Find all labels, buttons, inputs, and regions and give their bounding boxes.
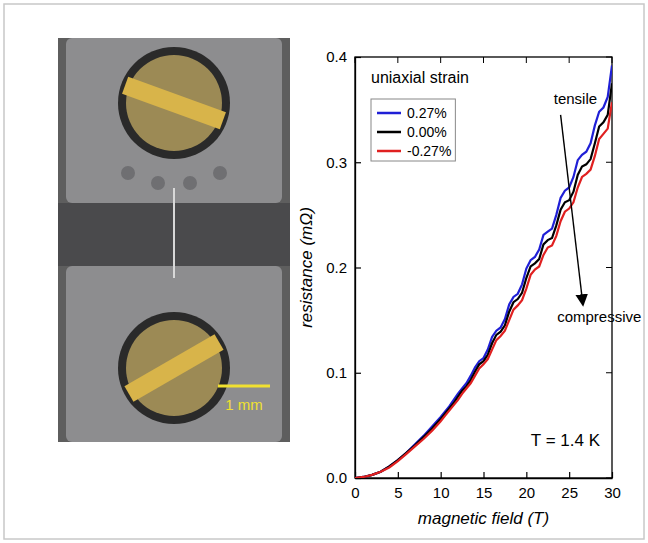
tick-mark — [526, 472, 527, 478]
tick-mark — [398, 472, 399, 478]
legend-swatch — [377, 112, 401, 115]
legend: 0.27% 0.00% -0.27% — [371, 99, 455, 161]
tick: 0.1 — [326, 364, 361, 381]
screw-slot — [124, 334, 223, 402]
hole — [151, 176, 165, 190]
tick-mark-right — [606, 57, 612, 58]
legend-box — [371, 99, 455, 161]
clamp-lower — [66, 266, 282, 442]
hole — [121, 166, 135, 180]
tick-mark — [569, 472, 570, 478]
legend-label: 0.27% — [407, 105, 447, 121]
annotation: compressive — [557, 308, 641, 325]
y-axis: 0.0 0.1 0.2 0.3 0.4 — [326, 48, 361, 486]
plot-area — [355, 65, 612, 478]
tick-label: 0.3 — [326, 154, 347, 171]
figure: 1 mm 0 5 10 15 20 25 30 0.0 0.1 0.2 0.3 0.4 magnetic … — [0, 0, 648, 543]
tick: 0.3 — [326, 154, 361, 171]
tick-label: 0.1 — [326, 364, 347, 381]
tick-label: 0.4 — [326, 48, 347, 65]
photo: 1 mm — [58, 38, 290, 442]
hole — [213, 166, 227, 180]
annotation: tensile — [554, 90, 597, 107]
tick: 20 — [518, 472, 535, 501]
tick-mark — [483, 472, 484, 478]
tick-label: 5 — [394, 484, 402, 501]
legend-swatch — [377, 131, 401, 134]
figure-frame — [4, 4, 644, 539]
tick-label: 10 — [433, 484, 450, 501]
legend-label: -0.27% — [407, 143, 451, 159]
tick-mark-right — [606, 372, 612, 373]
tick-mark-top — [440, 57, 441, 63]
tick-mark-top — [483, 57, 484, 63]
tick-mark — [355, 267, 361, 268]
tick-mark-top — [569, 57, 570, 63]
y-axis-title: resistance (mΩ) — [297, 207, 316, 328]
series-line — [355, 65, 612, 478]
tick-mark — [441, 472, 442, 478]
x-axis-title: magnetic field (T) — [418, 509, 549, 528]
tick-label: 25 — [561, 484, 578, 501]
tick: 25 — [561, 472, 578, 501]
tick-mark-right — [606, 162, 612, 163]
tick: 5 — [394, 472, 402, 501]
series-line — [355, 83, 612, 478]
clamp-upper — [66, 38, 282, 203]
chart-title: uniaxial strain — [371, 69, 469, 86]
legend-label: 0.00% — [407, 124, 447, 140]
x-axis: 0 5 10 15 20 25 30 — [351, 472, 621, 501]
hole — [183, 176, 197, 190]
annotation-arrow — [561, 115, 583, 304]
tick-mark — [355, 162, 361, 163]
tick-mark — [355, 373, 361, 374]
tick-label: 15 — [476, 484, 493, 501]
tick-mark-top — [397, 57, 398, 63]
tick-label: 20 — [518, 484, 535, 501]
screw-ring — [118, 312, 230, 424]
tick-mark-top — [526, 57, 527, 63]
tick-label: 0 — [351, 484, 359, 501]
screw-ring — [118, 47, 230, 159]
tick-label: 0.2 — [326, 259, 347, 276]
tick: 10 — [433, 472, 450, 501]
screw-slot — [122, 77, 226, 129]
tick: 0.2 — [326, 259, 361, 276]
tick-mark-right — [606, 478, 612, 479]
scale-bar — [218, 385, 270, 388]
plot-frame — [355, 57, 612, 478]
annotation: T = 1.4 K — [531, 431, 601, 450]
tick-mark-top — [355, 57, 356, 63]
tick-mark-top — [612, 57, 613, 63]
tick: 15 — [476, 472, 493, 501]
tick-mark-right — [606, 267, 612, 268]
legend-swatch — [377, 150, 401, 153]
sample — [173, 188, 175, 278]
photo-background — [58, 38, 290, 442]
tick-label: 30 — [604, 484, 621, 501]
scale-label: 1 mm — [225, 396, 263, 413]
tick-label: 0.0 — [326, 469, 347, 486]
